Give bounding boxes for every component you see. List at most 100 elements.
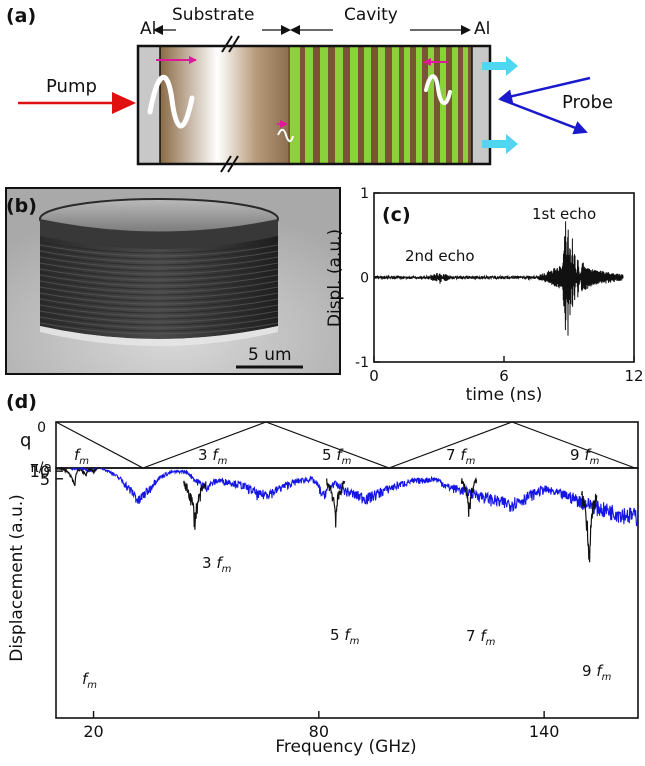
pillar-layer-line: [39, 286, 279, 299]
label-al-left: Al: [140, 19, 156, 39]
cavity-stripe: [378, 46, 385, 164]
break-mark-top: [221, 35, 240, 53]
q-axis-label: q: [20, 430, 31, 451]
micropillar-top: [40, 198, 278, 238]
emission-arrow-top: [482, 56, 518, 76]
band-labels: fm 3 fm 5 fm 7 fm 9 fm: [74, 446, 600, 467]
spectrum-ticks: 20 80 140 105: [30, 462, 560, 741]
cavity-stripe: [452, 46, 458, 164]
emission-arrow-bottom: [482, 134, 518, 154]
band-label: 9 fm: [570, 446, 600, 467]
cavity-stripe: [305, 46, 313, 164]
micropillar-layers: [39, 241, 279, 335]
harmonic-dip-trace: [460, 476, 478, 517]
pillar-layer-line: [39, 322, 279, 335]
plot-c-xtick-label: 0: [369, 367, 379, 385]
panel-d: (d) q 0 π/a fm 3 fm 5 fm 7 fm 9 fm fm 3 fm 5 f…: [6, 391, 639, 757]
cavity-stripe: [428, 46, 434, 164]
acoustic-wave-small: [277, 128, 294, 143]
annotation-1st-echo: 1st echo: [532, 205, 596, 223]
probe-beam-out: [499, 97, 588, 135]
spectrum-trace-blue: [70, 466, 639, 527]
probe-beam-in: [498, 76, 591, 104]
label-substrate: Substrate: [172, 5, 254, 25]
pump-arrow-head: [112, 92, 136, 114]
spectrum-ytick-label: 5: [40, 470, 50, 489]
spectrum-xtick-label: 80: [309, 722, 329, 741]
pillar-layer-line: [39, 319, 279, 332]
peak-label: fm: [82, 670, 97, 691]
displacement-trace: [373, 221, 624, 336]
plot-c-xtick-label: 12: [624, 367, 643, 385]
pillar-layer-line: [39, 316, 279, 329]
pillar-layer-line: [39, 253, 279, 266]
pillar-layer-line: [39, 283, 279, 296]
band-label: 3 fm: [198, 446, 228, 467]
pillar-layer-line: [39, 295, 279, 308]
harmonic-dip-trace: [325, 477, 346, 528]
label-probe: Probe: [562, 92, 613, 113]
plot-c-ytick-label: 1: [360, 186, 369, 202]
spectrum-xtick-label: 140: [529, 722, 560, 741]
band-label: 5 fm: [322, 446, 352, 467]
panel-c-tag: (c): [382, 204, 411, 226]
spectrum-trace-black: [55, 466, 101, 487]
spectrum-ytick-label: 10: [30, 462, 50, 481]
cavity-stripe: [290, 46, 300, 164]
pillar-layer-line: [39, 310, 279, 323]
peak-label: 3 fm: [202, 554, 232, 575]
cavity-stripe: [364, 46, 371, 164]
peak-labels: fm 3 fm 5 fm 7 fm 9 fm: [82, 554, 612, 691]
cavity-stripe: [392, 46, 399, 164]
cavity-stripe: [416, 46, 422, 164]
al-right-layer: [472, 46, 490, 164]
pillar-layer-line: [39, 271, 279, 284]
pillar-layer-line: [39, 268, 279, 281]
scale-bar-label: 5 um: [248, 345, 292, 365]
plot-c-area: [373, 221, 624, 336]
cavity-stripe: [350, 46, 358, 164]
band-label: fm: [74, 446, 89, 467]
plot-c-xtick-label: 6: [499, 367, 509, 385]
pillar-layer-line: [39, 301, 279, 314]
cavity-stripe: [320, 46, 328, 164]
pillar-layer-line: [39, 280, 279, 293]
micropillar-base: [40, 326, 278, 346]
label-al-right: Al: [474, 19, 490, 39]
cavity-stripe: [463, 46, 468, 164]
pillar-layer-line: [39, 274, 279, 287]
pillar-layer-line: [39, 289, 279, 302]
panel-a-tag: (a): [6, 5, 36, 27]
pillar-layer-line: [39, 241, 279, 254]
q-tick-zero: 0: [37, 420, 46, 436]
pillar-layer-line: [39, 304, 279, 317]
acoustic-wave-cavity: [424, 74, 452, 105]
cavity-stripe: [404, 46, 410, 164]
cavity-stripe: [440, 46, 446, 164]
panel-d-tag: (d): [6, 391, 37, 413]
peak-label: 5 fm: [330, 626, 360, 647]
peak-label: 7 fm: [466, 627, 496, 648]
spectrum-ylabel: Displacement (a.u.): [7, 494, 27, 662]
substrate-layer: [160, 46, 288, 164]
plot-c-xlabel: time (ns): [466, 385, 543, 405]
stack-outline: [136, 44, 492, 166]
panel-b-tag: (b): [6, 195, 37, 217]
annotation-2nd-echo: 2nd echo: [405, 247, 475, 265]
plot-c-ylabel: Displ. (a.u.): [325, 229, 345, 327]
spectrum-xtick-label: 20: [83, 722, 103, 741]
break-mark-bottom: [220, 155, 239, 173]
pillar-layer-line: [39, 259, 279, 272]
pillar-layer-line: [39, 313, 279, 326]
pillar-layer-line: [39, 244, 279, 257]
pillar-layer-line: [39, 298, 279, 311]
sem-image-frame: [5, 187, 341, 375]
spectrum-frame: [55, 467, 639, 719]
folded-dispersion-line: [55, 421, 636, 469]
plot-c-ytick-label: 0: [360, 271, 369, 287]
spectrum-xlabel: Frequency (GHz): [275, 737, 416, 757]
pillar-layer-line: [39, 292, 279, 305]
